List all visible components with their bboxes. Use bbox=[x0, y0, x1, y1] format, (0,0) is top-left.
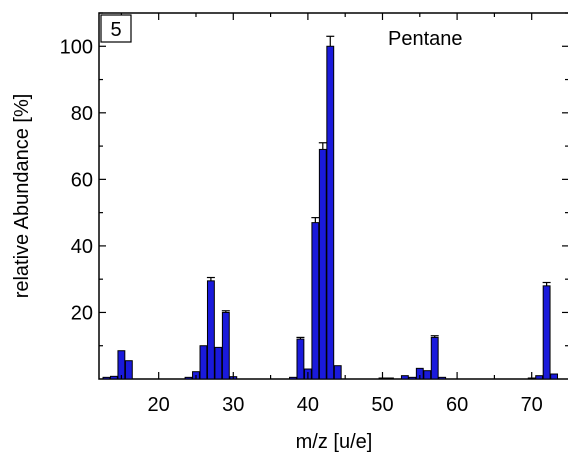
bar-mz-41 bbox=[311, 222, 320, 380]
y-tick-label-40: 40 bbox=[71, 236, 93, 258]
bar-mz-26 bbox=[199, 345, 208, 380]
y-axis: 20 40 60 80 100 bbox=[60, 12, 568, 347]
bar-mz-72 bbox=[542, 285, 551, 380]
y-tick-label-80: 80 bbox=[71, 103, 93, 125]
x-tick-label-50: 50 bbox=[371, 394, 393, 416]
bar-mz-44 bbox=[333, 365, 342, 380]
x-tick-label-70: 70 bbox=[521, 394, 543, 416]
bar-mz-16 bbox=[124, 360, 133, 380]
x-tick-label-60: 60 bbox=[446, 394, 468, 416]
x-tick-label-40: 40 bbox=[297, 394, 319, 416]
bar-mz-53 bbox=[400, 375, 409, 380]
bar-mz-39 bbox=[296, 338, 305, 380]
bar-mz-56 bbox=[423, 370, 432, 380]
bar-mz-13 bbox=[102, 376, 111, 380]
y-axis-label: relative Abundance [%] bbox=[11, 94, 33, 299]
bar-mz-71 bbox=[535, 375, 544, 380]
bars-layer bbox=[102, 35, 559, 380]
panel-label: 5 bbox=[110, 19, 121, 41]
bar-mz-58 bbox=[438, 376, 447, 380]
y-tick-label-60: 60 bbox=[71, 169, 93, 191]
bar-mz-42 bbox=[318, 148, 327, 380]
bar-mz-51 bbox=[386, 377, 394, 380]
bar-mz-29 bbox=[221, 311, 230, 380]
x-tick-label-20: 20 bbox=[148, 394, 170, 416]
bar-mz-54 bbox=[408, 376, 417, 380]
bar-mz-57 bbox=[430, 336, 439, 380]
bar-mz-27 bbox=[206, 280, 215, 380]
bar-mz-28 bbox=[214, 346, 223, 380]
bar-mz-14 bbox=[109, 375, 118, 380]
x-axis-label: m/z [u/e] bbox=[296, 431, 373, 453]
y-tick-label-20: 20 bbox=[71, 302, 93, 324]
bar-mz-38 bbox=[289, 376, 297, 380]
bar-mz-24 bbox=[184, 376, 193, 380]
panel-label-box bbox=[100, 14, 132, 43]
x-tick-label-30: 30 bbox=[222, 394, 244, 416]
bar-mz-15 bbox=[117, 350, 126, 380]
compound-annotation: Pentane bbox=[388, 28, 463, 50]
bar-mz-43 bbox=[326, 45, 335, 380]
x-axis: 20 30 40 50 60 70 bbox=[120, 13, 543, 416]
y-tick-label-100: 100 bbox=[60, 36, 93, 58]
bar-mz-73 bbox=[550, 373, 559, 380]
